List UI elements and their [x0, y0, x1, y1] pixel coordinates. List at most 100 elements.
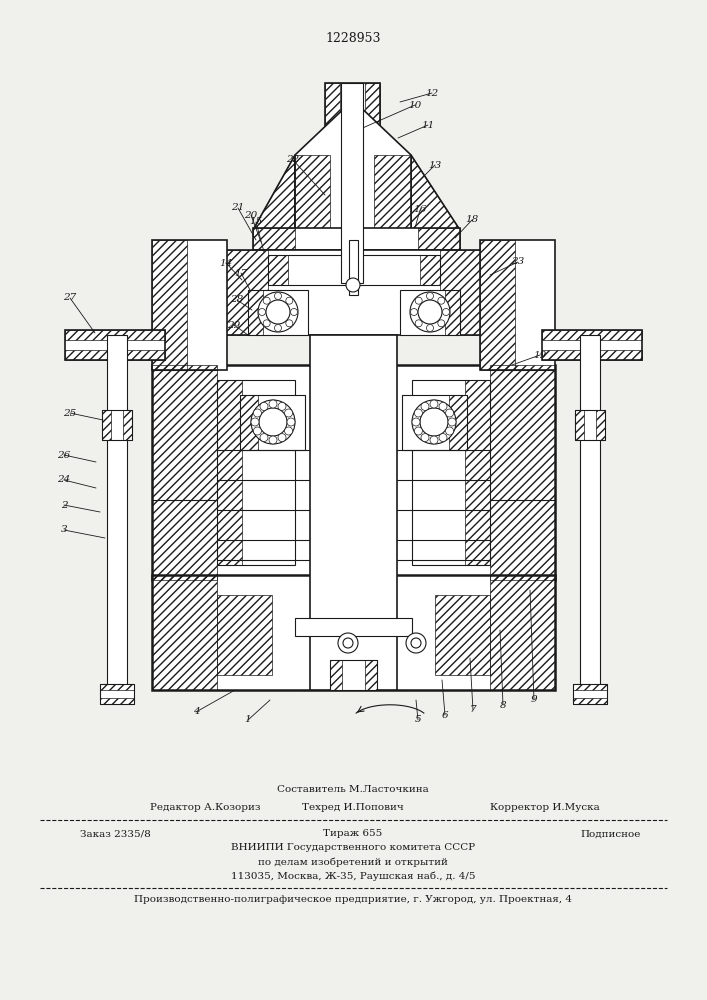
Circle shape [411, 308, 418, 316]
Circle shape [415, 297, 422, 304]
Text: 22: 22 [286, 155, 300, 164]
Bar [596, 410, 605, 440]
Bar [107, 335, 127, 690]
Bar [100, 698, 134, 704]
Circle shape [291, 308, 298, 316]
Bar [223, 250, 485, 335]
Circle shape [266, 300, 290, 324]
Polygon shape [253, 155, 295, 230]
Text: 28: 28 [230, 296, 244, 304]
Bar [480, 240, 515, 370]
Bar [152, 575, 217, 690]
Polygon shape [295, 100, 411, 230]
Circle shape [278, 434, 286, 442]
Bar [573, 684, 607, 690]
Text: 1228953: 1228953 [325, 31, 381, 44]
Polygon shape [411, 155, 460, 230]
Circle shape [285, 409, 293, 417]
Bar [542, 350, 642, 360]
Bar [435, 595, 490, 675]
Bar [253, 228, 460, 250]
Bar [465, 380, 490, 565]
Circle shape [412, 418, 420, 426]
Text: Тираж 655: Тираж 655 [323, 830, 382, 838]
Text: 15: 15 [250, 218, 262, 227]
Bar [580, 335, 600, 690]
Circle shape [445, 409, 454, 417]
Circle shape [410, 292, 450, 332]
Text: 29: 29 [228, 320, 240, 330]
Bar [412, 380, 490, 565]
Text: 9: 9 [531, 696, 537, 704]
Bar [310, 630, 397, 690]
Text: 20: 20 [245, 211, 257, 220]
Circle shape [421, 402, 429, 410]
Circle shape [412, 400, 456, 444]
Bar [123, 410, 132, 440]
Text: 6: 6 [442, 710, 448, 720]
Circle shape [406, 633, 426, 653]
Bar [152, 240, 227, 370]
Bar [418, 228, 460, 250]
Bar [440, 250, 485, 335]
Bar [65, 330, 165, 340]
Circle shape [415, 320, 422, 327]
Text: Подписное: Подписное [580, 830, 641, 838]
Text: Редактор А.Козориз: Редактор А.Козориз [150, 804, 260, 812]
Text: 1: 1 [245, 716, 251, 724]
Circle shape [286, 320, 293, 327]
Bar [325, 83, 340, 133]
Bar [152, 365, 555, 580]
Text: 11: 11 [421, 120, 435, 129]
Bar [310, 335, 397, 630]
Text: Составитель М.Ласточкина: Составитель М.Ласточкина [277, 786, 429, 794]
Circle shape [426, 324, 433, 332]
Text: 3: 3 [61, 526, 67, 534]
Text: 13: 13 [428, 160, 442, 169]
Circle shape [258, 292, 298, 332]
Bar [445, 290, 460, 335]
Circle shape [263, 297, 270, 304]
Bar [152, 240, 187, 370]
Circle shape [253, 409, 262, 417]
Circle shape [430, 400, 438, 408]
Bar [402, 395, 467, 450]
Text: по делам изобретений и открытий: по делам изобретений и открытий [258, 857, 448, 867]
Circle shape [263, 320, 270, 327]
Bar [575, 410, 605, 440]
Circle shape [260, 434, 268, 442]
Circle shape [346, 278, 360, 292]
Circle shape [439, 402, 447, 410]
Bar [341, 83, 363, 283]
Bar [268, 255, 288, 285]
Circle shape [269, 400, 277, 408]
Circle shape [418, 300, 442, 324]
Bar [325, 83, 380, 133]
Bar [330, 660, 342, 690]
Text: 5: 5 [415, 716, 421, 724]
Text: 17: 17 [235, 268, 247, 277]
Circle shape [414, 427, 422, 435]
Circle shape [430, 436, 438, 444]
Bar [365, 660, 377, 690]
Text: 14: 14 [219, 258, 233, 267]
Bar [240, 395, 258, 450]
Circle shape [253, 427, 262, 435]
Text: 113035, Москва, Ж-35, Раушская наб., д. 4/5: 113035, Москва, Ж-35, Раушская наб., д. … [230, 871, 475, 881]
Bar [102, 410, 111, 440]
Text: 2: 2 [61, 500, 67, 510]
Bar [480, 240, 555, 370]
Bar [253, 228, 295, 250]
Bar [490, 575, 555, 690]
Bar [152, 575, 555, 690]
Circle shape [285, 427, 293, 435]
Circle shape [420, 408, 448, 436]
Bar [542, 330, 642, 340]
Circle shape [438, 297, 445, 304]
Circle shape [286, 297, 293, 304]
Text: Заказ 2335/8: Заказ 2335/8 [80, 830, 151, 838]
Circle shape [274, 292, 281, 300]
Bar [268, 255, 440, 285]
Circle shape [448, 418, 456, 426]
Text: 18: 18 [465, 216, 479, 225]
